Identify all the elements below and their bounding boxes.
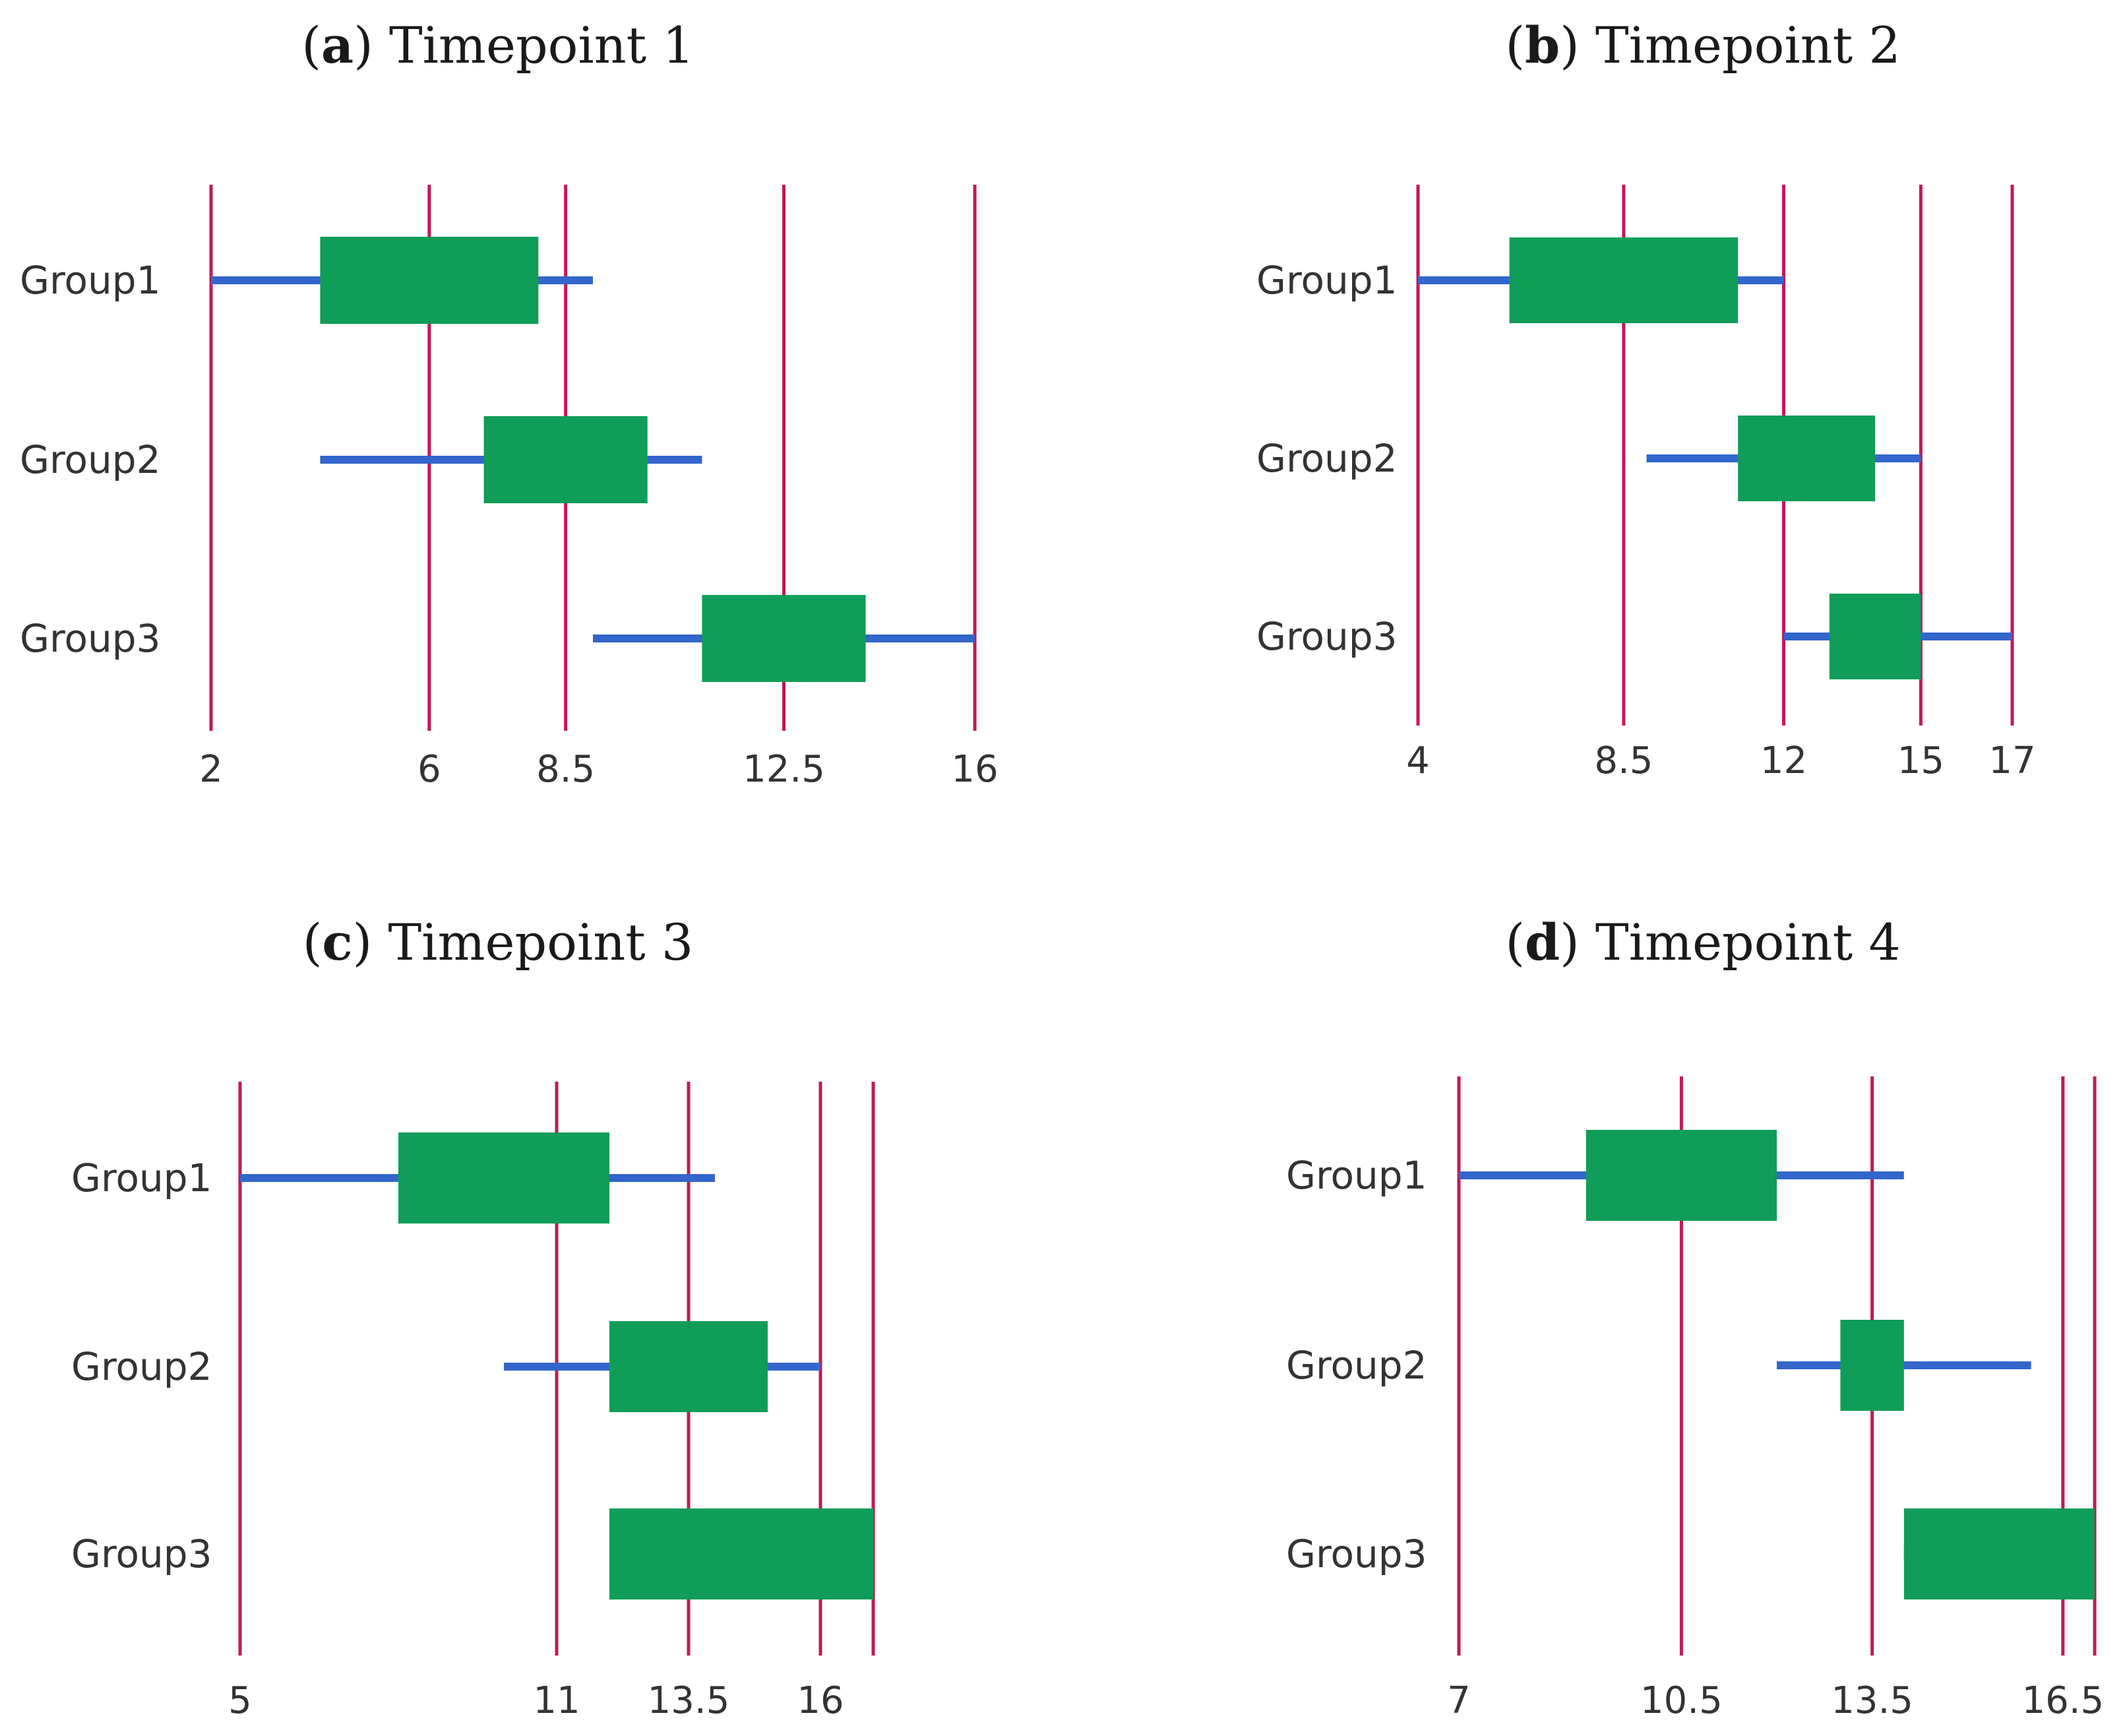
tick-label-a-1: 6: [417, 748, 441, 791]
tick-label-b-4: 17: [1988, 739, 2035, 782]
panel-letter-a: a: [321, 16, 354, 75]
panel-title-text-c: Timepoint 3: [388, 913, 693, 972]
box-d-1: [1586, 1130, 1777, 1221]
panel-title-b: (b) Timepoint 2: [1505, 16, 1900, 75]
tick-label-b-3: 15: [1897, 739, 1944, 782]
panel-letter-c: c: [322, 913, 352, 972]
panel-c: (c) Timepoint 3 5 11 13.5 16 Group1 Group2 Gro…: [71, 913, 875, 1722]
tick-label-b-0: 4: [1406, 739, 1430, 782]
box-d-3: [1903, 1508, 2095, 1599]
box-c-1: [398, 1132, 609, 1224]
group-label-c-1: Group1: [71, 1156, 212, 1200]
plot-area-b: 4 8.5 12 15 17 Group1 Group2 Group3: [1256, 185, 2036, 782]
box-a-3: [702, 595, 866, 682]
panel-b: (b) Timepoint 2 4 8.5 12 15 17 Group1 Group2 Gr…: [1256, 16, 2036, 782]
tick-label-d-3: 16.5: [2021, 1679, 2104, 1722]
panel-title-text-d: Timepoint 4: [1595, 913, 1901, 972]
box-c-2: [609, 1321, 768, 1412]
box-a-2: [483, 416, 648, 503]
tick-label-c-2: 13.5: [648, 1679, 730, 1722]
group-label-a-3: Group3: [20, 616, 160, 661]
panel-title-c: (c) Timepoint 3: [303, 913, 694, 972]
panel-d: (d) Timepoint 4 7 10.5 13.5 16.5 Group1 Group…: [1286, 913, 2104, 1722]
group-label-b-1: Group1: [1256, 258, 1397, 303]
tick-label-b-1: 8.5: [1594, 739, 1653, 782]
box-a-1: [320, 237, 539, 324]
tick-label-c-0: 5: [228, 1679, 252, 1722]
group-label-b-3: Group3: [1256, 614, 1397, 659]
tick-label-b-2: 12: [1760, 739, 1807, 782]
tick-label-c-3: 16: [797, 1679, 844, 1722]
group-label-c-2: Group2: [71, 1344, 212, 1389]
panel-a: (a) Timepoint 1 2 6 8.5 12.5 16 Group1 Group2 G…: [20, 16, 999, 791]
tick-label-d-1: 10.5: [1640, 1679, 1723, 1722]
plot-area-a: 2 6 8.5 12.5 16 Group1 Group2 Group3: [20, 185, 999, 791]
group-label-d-3: Group3: [1286, 1532, 1427, 1576]
panel-letter-b: b: [1525, 16, 1560, 75]
tick-label-c-1: 11: [533, 1679, 580, 1722]
group-label-d-2: Group2: [1286, 1343, 1427, 1388]
group-label-a-1: Group1: [20, 258, 160, 303]
plot-area-d: 7 10.5 13.5 16.5 Group1 Group2 Group3: [1286, 1076, 2104, 1722]
group-label-c-3: Group3: [71, 1532, 212, 1576]
panel-title-text-a: Timepoint 1: [389, 16, 694, 75]
tick-label-a-3: 12.5: [743, 748, 825, 791]
panel-title-a: (a) Timepoint 1: [301, 16, 694, 75]
box-d-2: [1840, 1320, 1904, 1411]
group-label-a-2: Group2: [20, 437, 160, 482]
tick-label-a-0: 2: [199, 748, 223, 791]
box-b-3: [1829, 594, 1921, 679]
tick-label-d-0: 7: [1447, 1679, 1471, 1722]
group-label-d-1: Group1: [1286, 1153, 1427, 1198]
tick-label-d-2: 13.5: [1831, 1679, 1913, 1722]
box-b-2: [1738, 416, 1876, 501]
panel-letter-d: d: [1525, 913, 1560, 972]
panel-title-text-b: Timepoint 2: [1595, 16, 1901, 75]
tick-label-a-2: 8.5: [536, 748, 595, 791]
group-label-b-2: Group2: [1256, 436, 1397, 481]
panel-title-d: (d) Timepoint 4: [1505, 913, 1900, 972]
box-b-1: [1509, 237, 1739, 323]
tick-label-a-4: 16: [951, 748, 998, 791]
plot-area-c: 5 11 13.5 16 Group1 Group2 Group3: [71, 1082, 875, 1722]
box-c-3: [609, 1508, 873, 1599]
